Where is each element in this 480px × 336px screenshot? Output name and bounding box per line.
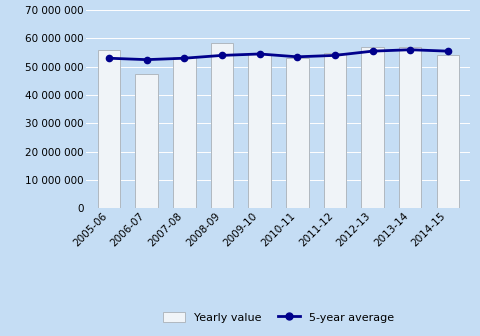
Bar [324, 52, 346, 208]
Bar [361, 47, 384, 208]
Bar [135, 74, 158, 208]
Bar [98, 50, 120, 208]
Bar [436, 55, 459, 208]
Bar [286, 58, 309, 208]
Legend: Yearly value, 5-year average: Yearly value, 5-year average [158, 307, 398, 327]
Bar [399, 47, 421, 208]
Bar [211, 43, 233, 208]
Bar [173, 57, 195, 208]
Bar [248, 54, 271, 208]
